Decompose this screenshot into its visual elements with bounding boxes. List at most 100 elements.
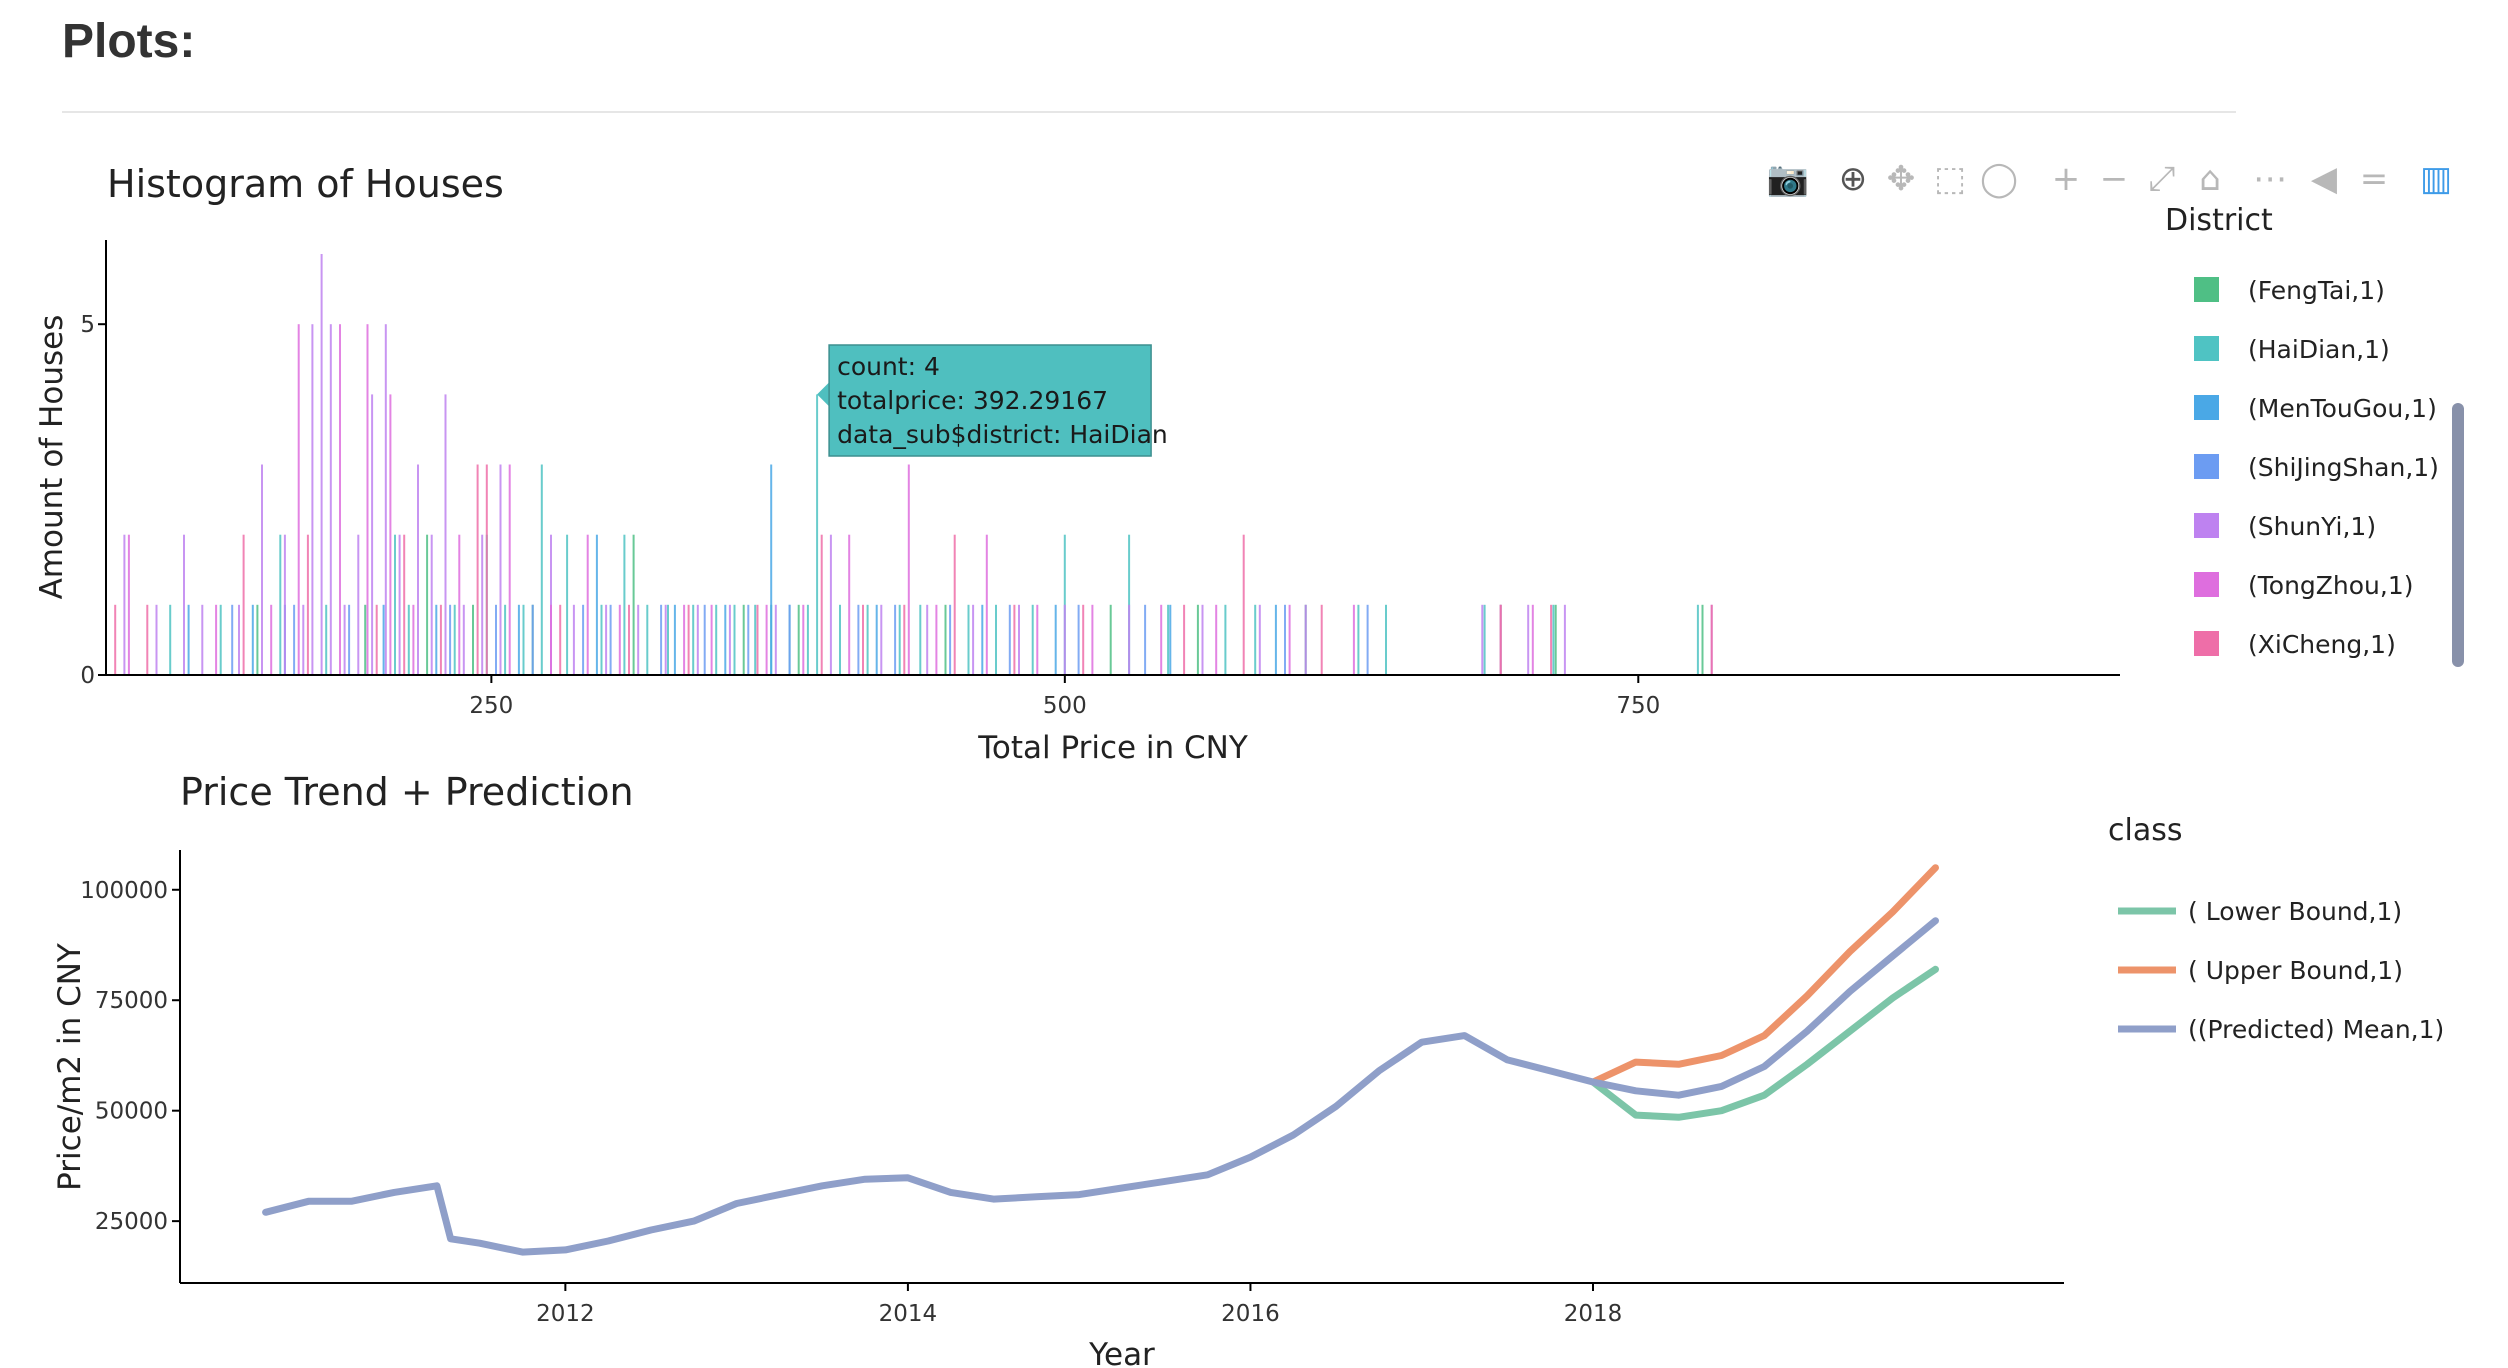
histogram-bar[interactable]: [559, 604, 562, 675]
histogram-bar[interactable]: [926, 604, 929, 675]
histogram-bar[interactable]: [1284, 604, 1286, 675]
histogram-bar[interactable]: [219, 604, 222, 675]
histogram-bar[interactable]: [862, 604, 864, 675]
histogram-bar[interactable]: [270, 604, 273, 675]
histogram-bar[interactable]: [618, 604, 621, 675]
histogram-bar[interactable]: [453, 604, 456, 675]
histogram-bar[interactable]: [664, 604, 667, 675]
series-line[interactable]: [1589, 864, 1939, 1086]
zoom-out-icon[interactable]: −: [2100, 159, 2129, 199]
histogram-bar[interactable]: [806, 604, 809, 675]
histogram-bar[interactable]: [820, 534, 823, 675]
line-chart-plot-area[interactable]: [262, 864, 1939, 1256]
histogram-bar[interactable]: [1357, 604, 1360, 675]
histogram-bar[interactable]: [875, 604, 878, 675]
histogram-bar[interactable]: [1082, 604, 1085, 675]
histogram-bar[interactable]: [517, 604, 520, 675]
histogram-bar[interactable]: [673, 604, 676, 675]
histogram-bar[interactable]: [715, 604, 718, 675]
histogram-bar[interactable]: [1710, 604, 1713, 675]
legend-item[interactable]: (FengTai,1): [2194, 276, 2385, 305]
histogram-bar[interactable]: [504, 604, 507, 675]
histogram-bar[interactable]: [435, 604, 438, 675]
histogram-bar[interactable]: [935, 604, 938, 675]
histogram-bar[interactable]: [1077, 604, 1080, 675]
histogram-bar[interactable]: [1531, 604, 1534, 675]
histogram-bar[interactable]: [439, 604, 442, 675]
histogram-bar[interactable]: [462, 604, 465, 675]
histogram-bar[interactable]: [919, 604, 922, 675]
histogram-bar[interactable]: [1144, 604, 1147, 675]
histogram-bar[interactable]: [458, 534, 461, 675]
histogram-bar[interactable]: [398, 534, 401, 675]
histogram-bar[interactable]: [495, 604, 497, 675]
histogram-bar[interactable]: [261, 464, 263, 676]
histogram-bar[interactable]: [201, 604, 204, 675]
histogram-bar[interactable]: [1258, 604, 1261, 675]
histogram-bar[interactable]: [1008, 604, 1011, 675]
hover-closest-icon[interactable]: ◀: [2311, 159, 2338, 199]
histogram-bar[interactable]: [403, 534, 406, 675]
histogram-bar[interactable]: [384, 324, 387, 675]
legend-item[interactable]: ( Upper Bound,1): [2118, 956, 2403, 985]
histogram-bar[interactable]: [522, 604, 525, 675]
histogram-bar[interactable]: [123, 534, 126, 675]
histogram-bar[interactable]: [1196, 604, 1199, 675]
histogram-bar[interactable]: [894, 604, 897, 675]
histogram-bar[interactable]: [816, 394, 819, 675]
histogram-bar[interactable]: [389, 394, 392, 675]
histogram-bar[interactable]: [1109, 604, 1112, 675]
histogram-bar[interactable]: [256, 604, 259, 675]
histogram-bar[interactable]: [187, 604, 190, 675]
histogram-bar[interactable]: [802, 604, 805, 675]
histogram-bar[interactable]: [770, 464, 773, 676]
histogram-bar[interactable]: [754, 604, 757, 675]
histogram-bar[interactable]: [953, 534, 956, 675]
histogram-bar[interactable]: [797, 604, 800, 675]
histogram-bar[interactable]: [949, 604, 952, 675]
histogram-bar[interactable]: [1483, 604, 1486, 675]
histogram-bar[interactable]: [582, 604, 585, 675]
histogram-bar[interactable]: [1320, 604, 1323, 675]
histogram-bar[interactable]: [765, 604, 768, 675]
histogram-bar[interactable]: [1552, 604, 1555, 675]
histogram-bar[interactable]: [839, 604, 841, 675]
histogram-bar[interactable]: [1201, 604, 1204, 675]
histogram-bar[interactable]: [1274, 604, 1277, 675]
histogram-bar[interactable]: [1385, 604, 1387, 675]
histogram-bar[interactable]: [1018, 604, 1020, 675]
histogram-bar[interactable]: [127, 534, 130, 675]
histogram-bar[interactable]: [371, 394, 374, 675]
legend-scrollbar[interactable]: [2452, 403, 2464, 667]
histogram-bar[interactable]: [238, 604, 240, 675]
histogram-bar[interactable]: [1701, 604, 1704, 675]
histogram-bar[interactable]: [985, 534, 988, 675]
histogram-bar[interactable]: [169, 604, 172, 675]
histogram-bar[interactable]: [710, 604, 713, 675]
histogram-bar[interactable]: [1352, 604, 1355, 675]
histogram-bar[interactable]: [1031, 604, 1034, 675]
histogram-bar[interactable]: [1054, 604, 1057, 675]
histogram-bar[interactable]: [605, 604, 608, 675]
histogram-bar[interactable]: [632, 534, 635, 675]
histogram-bar[interactable]: [742, 604, 745, 675]
histogram-bar[interactable]: [667, 604, 669, 675]
box-select-icon[interactable]: ⬚: [1934, 159, 1966, 199]
histogram-bar[interactable]: [637, 604, 640, 675]
histogram-bar[interactable]: [1288, 604, 1291, 675]
histogram-bar[interactable]: [407, 604, 410, 675]
histogram-bar[interactable]: [348, 604, 351, 675]
histogram-bar[interactable]: [1254, 604, 1257, 675]
legend-item[interactable]: ( Lower Bound,1): [2118, 897, 2402, 926]
histogram-bar[interactable]: [357, 534, 360, 675]
histogram-bar[interactable]: [756, 604, 759, 675]
histogram-bar[interactable]: [364, 604, 367, 675]
histogram-bar[interactable]: [981, 604, 984, 675]
legend-item[interactable]: (ShunYi,1): [2194, 512, 2376, 541]
histogram-bar[interactable]: [242, 534, 245, 675]
histogram-bar[interactable]: [646, 604, 649, 675]
histogram-bar[interactable]: [1550, 604, 1553, 675]
histogram-bar[interactable]: [857, 604, 860, 675]
histogram-bar[interactable]: [1063, 604, 1066, 675]
histogram-bar[interactable]: [829, 534, 832, 675]
